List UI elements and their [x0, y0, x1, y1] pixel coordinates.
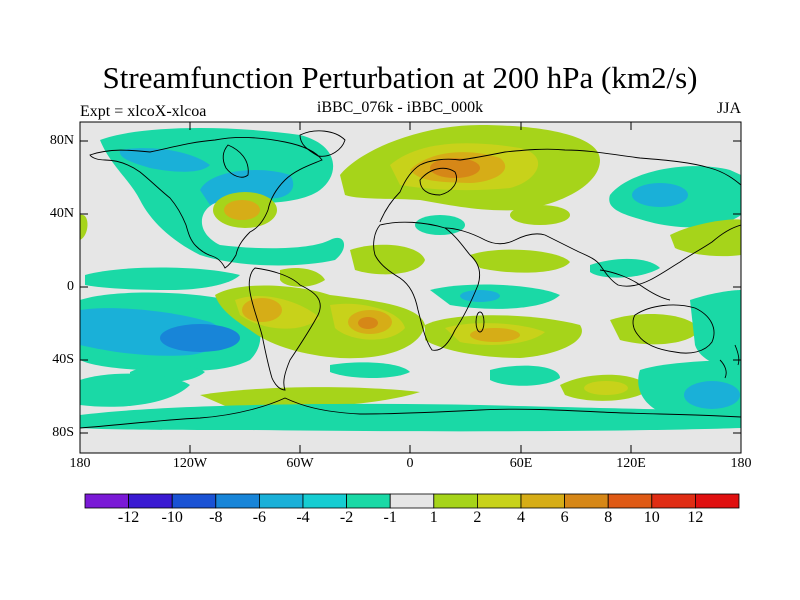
colorbar-label: -6	[252, 509, 267, 526]
lat-label-40n: 40N	[49, 206, 74, 221]
australia-coast	[632, 304, 715, 354]
colorbar-swatch	[564, 493, 609, 509]
africa-coast	[373, 221, 481, 351]
colorbar-label: 10	[643, 509, 660, 526]
experiment-label: Expt = xlcoX-xlcoa	[80, 103, 207, 120]
colorbar-label: 4	[517, 509, 525, 526]
colorbar	[84, 493, 740, 509]
colorbar-label: 8	[604, 509, 613, 526]
antarctica-coast	[80, 397, 741, 429]
colorbar-swatch	[215, 493, 260, 509]
colorbar-swatch	[389, 493, 435, 509]
plot-title: Streamfunction Perturbation at 200 hPa (…	[102, 60, 698, 95]
eurasia-coast	[379, 148, 741, 287]
lon-label-120w: 120W	[172, 456, 208, 471]
lon-label-0: 0	[406, 456, 414, 471]
lon-label-180w: 180	[69, 456, 91, 471]
lat-label-40s: 40S	[52, 352, 74, 367]
colorbar-swatch	[302, 493, 347, 509]
colorbar-label: 2	[473, 509, 482, 526]
north-america-coast	[89, 136, 323, 269]
lat-label-80n: 80N	[49, 133, 74, 148]
coastlines	[80, 130, 741, 429]
colorbar-label: -4	[296, 509, 310, 526]
colorbar-label: 6	[560, 509, 569, 526]
colorbar-swatch	[171, 493, 217, 509]
colorbar-label: -2	[339, 509, 354, 526]
colorbar-swatch	[258, 493, 304, 509]
south-america-coast	[248, 267, 321, 391]
colorbar-swatch	[433, 493, 478, 509]
season-label: JJA	[716, 100, 741, 117]
map-area	[80, 122, 741, 453]
colorbar-swatch	[128, 493, 173, 509]
axis-ticks	[79, 122, 742, 453]
colorbar-label: -12	[117, 509, 140, 526]
colorbar-label: 1	[429, 509, 438, 526]
lon-label-180e: 180	[730, 456, 752, 471]
colorbar-label: -8	[209, 509, 223, 526]
colorbar-swatch	[695, 493, 740, 509]
colorbar-swatch	[346, 493, 391, 509]
lat-label-0: 0	[67, 279, 74, 294]
lon-label-60w: 60W	[286, 456, 314, 471]
colorbar-label: -1	[383, 509, 397, 526]
colorbar-swatch	[84, 493, 129, 509]
lon-label-60e: 60E	[509, 456, 533, 471]
colorbar-swatch	[607, 493, 653, 509]
colorbar-label: 12	[687, 509, 704, 526]
subtitle: iBBC_076k - iBBC_000k	[316, 99, 484, 116]
colorbar-label: -10	[161, 509, 183, 526]
colorbar-swatch	[651, 493, 696, 509]
colorbar-swatch	[520, 493, 565, 509]
lon-label-120e: 120E	[616, 456, 646, 471]
colorbar-swatch	[476, 493, 522, 509]
lat-label-80s: 80S	[52, 425, 74, 440]
